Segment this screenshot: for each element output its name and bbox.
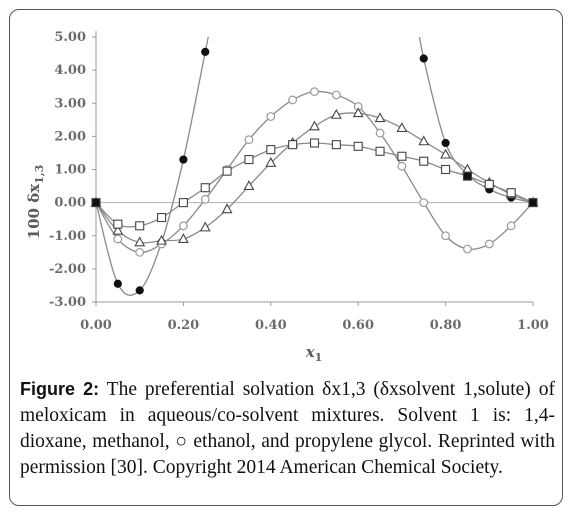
x-tick-label: 0.00 (80, 318, 112, 333)
series-2-point (200, 194, 210, 204)
y-tick-label: 3.00 (54, 96, 86, 111)
series-4-point (113, 219, 123, 229)
y-tick-label: -1.00 (49, 229, 86, 244)
x-tick-label: 1.00 (517, 318, 549, 333)
series-3-point (112, 224, 124, 235)
series-4-point (200, 183, 210, 193)
y-tick-label: 4.00 (54, 63, 86, 78)
figure-frame (9, 9, 563, 506)
series-3-point (265, 156, 277, 167)
series-3-point (330, 108, 342, 119)
series-4-point (91, 198, 101, 208)
series-3-point (352, 107, 364, 118)
chart: -3.00 -2.00 -1.00 0.00 1.00 2.00 3.00 4.00 5.00 0… (25, 30, 549, 364)
series-3-point (199, 221, 211, 232)
caption-label: Figure 2: (20, 379, 100, 399)
series-4-point (375, 146, 385, 156)
y-tick-label: 1.00 (54, 163, 86, 178)
series-3-point (156, 234, 167, 245)
series-3-point (418, 135, 430, 146)
series-2-point (310, 87, 319, 97)
series-4-point (222, 166, 232, 176)
series-1-point (419, 54, 428, 63)
x-tick-label: 0.20 (168, 318, 200, 333)
series-3-point (177, 233, 189, 244)
series-2-point (288, 95, 298, 105)
series-4-point (397, 151, 407, 161)
series-1-point (179, 155, 188, 164)
series-4-point (244, 155, 254, 165)
series-2-point (178, 221, 188, 231)
series-4-point (288, 140, 298, 150)
x-tick-label: 0.60 (342, 318, 374, 333)
series-4-point (484, 179, 494, 189)
series-4-point (178, 198, 188, 208)
y-tick-label: -3.00 (49, 295, 86, 310)
series-2-point (441, 231, 451, 241)
series-4-point (462, 171, 473, 181)
series-2-point (113, 234, 123, 244)
series-4-point (135, 221, 145, 231)
series-3-point (374, 112, 386, 123)
series-2-point (484, 239, 494, 249)
series-2-point (375, 128, 385, 138)
series-4-point (353, 141, 363, 151)
series-2-point (506, 221, 516, 231)
series-4-point (157, 212, 167, 223)
series-2-point (397, 161, 407, 171)
x-axis-label: x1 (305, 343, 323, 364)
series-3-point (440, 148, 452, 159)
series-1-line (95, 37, 209, 296)
series-4-point (419, 156, 429, 166)
series-1-point (135, 286, 144, 295)
series-4-point (266, 145, 276, 155)
series-3-point (134, 236, 146, 247)
y-tick-label: 5.00 (54, 30, 86, 45)
series-4-point (309, 138, 320, 148)
series-3-point (396, 122, 408, 133)
y-tick-label: 2.00 (54, 129, 86, 144)
series-4-point (528, 198, 538, 208)
y-tick-label: -2.00 (49, 262, 86, 277)
series-2-point (463, 244, 472, 254)
series-2-point (266, 112, 276, 121)
series-2-point (419, 198, 429, 208)
series-2-point (244, 135, 254, 145)
y-tick-label: 0.00 (54, 196, 86, 211)
series-4-point (441, 164, 451, 175)
series-4-point (331, 140, 341, 150)
series-1-point (113, 279, 122, 288)
x-tick-label: 0.80 (430, 318, 462, 333)
series-1-point (201, 47, 210, 57)
series-3-point (243, 180, 255, 191)
series-4-point (506, 188, 516, 198)
series-3-point (221, 203, 233, 214)
y-axis-label: 100 δx1,3 (25, 165, 46, 240)
series-3-point (309, 120, 320, 131)
series-2-point (135, 247, 145, 257)
series-2-point (331, 90, 341, 100)
caption-text: The preferential solvation δx1,3 (δxsolv… (20, 379, 555, 478)
series-1-point (441, 138, 450, 148)
x-tick-label: 0.40 (255, 318, 287, 333)
figure-caption: Figure 2: The preferential solvation δx1… (20, 376, 555, 481)
